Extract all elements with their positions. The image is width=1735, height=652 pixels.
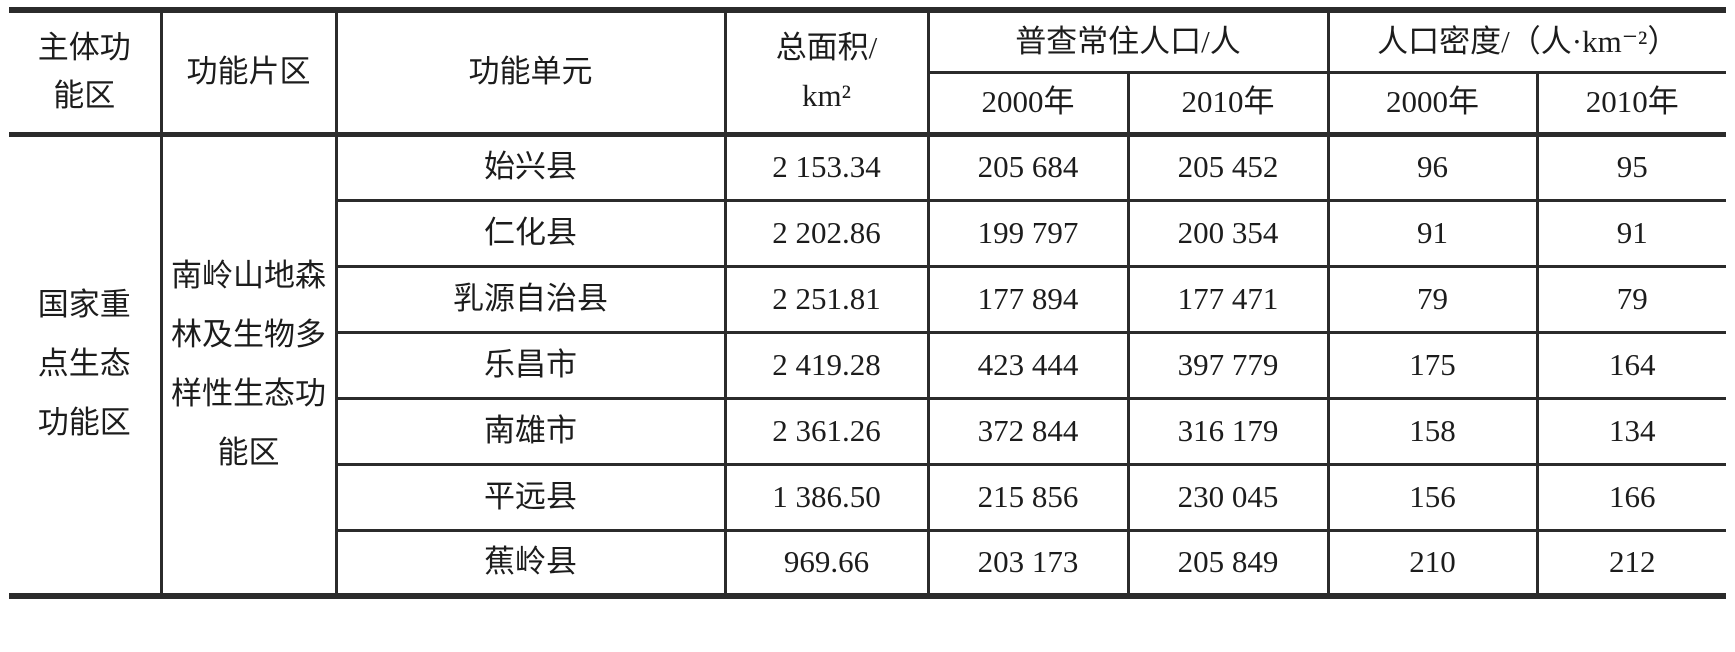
- table-row: 仁化县 2 202.86 199 797 200 354 91 91: [9, 198, 1726, 268]
- header-functional-district: 功能片区: [159, 8, 338, 137]
- header-row-groups: 主体功 能区 功能片区 功能单元 总面积/ km² 普查常住人口/人 人口密度/…: [9, 8, 1726, 137]
- cell-pop2010: 316 179: [1126, 396, 1330, 466]
- cell-pop2010: 205 452: [1126, 132, 1330, 202]
- cell-den2010: 134: [1535, 396, 1726, 466]
- merged-cell-main-zone: 国家重 点生态 功能区: [9, 132, 163, 598]
- cell-area: 969.66: [723, 528, 930, 598]
- header-functional-unit: 功能单元: [334, 8, 727, 137]
- header-census-population-group: 普查常住人口/人: [926, 8, 1330, 74]
- cell-den2000: 175: [1326, 330, 1539, 400]
- cell-pop2010: 177 471: [1126, 264, 1330, 334]
- cell-den2010: 164: [1535, 330, 1726, 400]
- header-density-2010: 2010年: [1535, 70, 1726, 137]
- cell-unit: 乐昌市: [334, 330, 727, 400]
- table-row: 南雄市 2 361.26 372 844 316 179 158 134: [9, 396, 1726, 466]
- cell-area: 1 386.50: [723, 462, 930, 532]
- cell-den2000: 91: [1326, 198, 1539, 268]
- cell-den2010: 91: [1535, 198, 1726, 268]
- cell-den2010: 79: [1535, 264, 1726, 334]
- cell-pop2000: 205 684: [926, 132, 1130, 202]
- header-population-2000: 2000年: [926, 70, 1130, 137]
- cell-den2000: 158: [1326, 396, 1539, 466]
- header-total-area: 总面积/ km²: [723, 8, 930, 137]
- cell-area: 2 153.34: [723, 132, 930, 202]
- cell-pop2000: 177 894: [926, 264, 1130, 334]
- cell-unit: 南雄市: [334, 396, 727, 466]
- cell-den2000: 156: [1326, 462, 1539, 532]
- cell-unit: 始兴县: [334, 132, 727, 202]
- table-row: 国家重 点生态 功能区 南岭山地森 林及生物多 样性生态功 能区 始兴县 2 1…: [9, 132, 1726, 598]
- table-row: 乳源自治县 2 251.81 177 894 177 471 79 79: [9, 264, 1726, 334]
- table-row: 蕉岭县 969.66 203 173 205 849 210 212: [9, 528, 1726, 598]
- header-population-2010: 2010年: [1126, 70, 1330, 137]
- cell-area: 2 361.26: [723, 396, 930, 466]
- header-population-density-group: 人口密度/（人·km⁻²）: [1326, 8, 1726, 74]
- cell-den2000: 96: [1326, 132, 1539, 202]
- table-body: 国家重 点生态 功能区 南岭山地森 林及生物多 样性生态功 能区 始兴县 2 1…: [9, 132, 1726, 598]
- cell-den2010: 166: [1535, 462, 1726, 532]
- cell-pop2010: 397 779: [1126, 330, 1330, 400]
- cell-pop2000: 199 797: [926, 198, 1130, 268]
- header-row-years: 2000年 2010年 2000年 2010年: [9, 70, 1726, 137]
- merged-cell-district: 南岭山地森 林及生物多 样性生态功 能区: [159, 132, 338, 598]
- table-row: 乐昌市 2 419.28 423 444 397 779 175 164: [9, 330, 1726, 400]
- cell-den2000: 79: [1326, 264, 1539, 334]
- population-statistics-table: 主体功 能区 功能片区 功能单元 总面积/ km² 普查常住人口/人 人口密度/…: [9, 7, 1726, 599]
- table-header: 主体功 能区 功能片区 功能单元 总面积/ km² 普查常住人口/人 人口密度/…: [9, 8, 1726, 137]
- cell-pop2000: 203 173: [926, 528, 1130, 598]
- table-row: 平远县 1 386.50 215 856 230 045 156 166: [9, 462, 1726, 532]
- cell-pop2010: 230 045: [1126, 462, 1330, 532]
- cell-unit: 蕉岭县: [334, 528, 727, 598]
- cell-pop2000: 423 444: [926, 330, 1130, 400]
- cell-den2010: 212: [1535, 528, 1726, 598]
- cell-pop2010: 205 849: [1126, 528, 1330, 598]
- cell-pop2000: 372 844: [926, 396, 1130, 466]
- cell-pop2000: 215 856: [926, 462, 1130, 532]
- cell-unit: 仁化县: [334, 198, 727, 268]
- cell-den2010: 95: [1535, 132, 1726, 202]
- cell-area: 2 251.81: [723, 264, 930, 334]
- header-main-functional-zone: 主体功 能区: [9, 8, 163, 137]
- cell-pop2010: 200 354: [1126, 198, 1330, 268]
- document-page: 主体功 能区 功能片区 功能单元 总面积/ km² 普查常住人口/人 人口密度/…: [9, 7, 1726, 599]
- cell-area: 2 202.86: [723, 198, 930, 268]
- cell-den2000: 210: [1326, 528, 1539, 598]
- cell-unit: 乳源自治县: [334, 264, 727, 334]
- cell-area: 2 419.28: [723, 330, 930, 400]
- cell-unit: 平远县: [334, 462, 727, 532]
- header-density-2000: 2000年: [1326, 70, 1539, 137]
